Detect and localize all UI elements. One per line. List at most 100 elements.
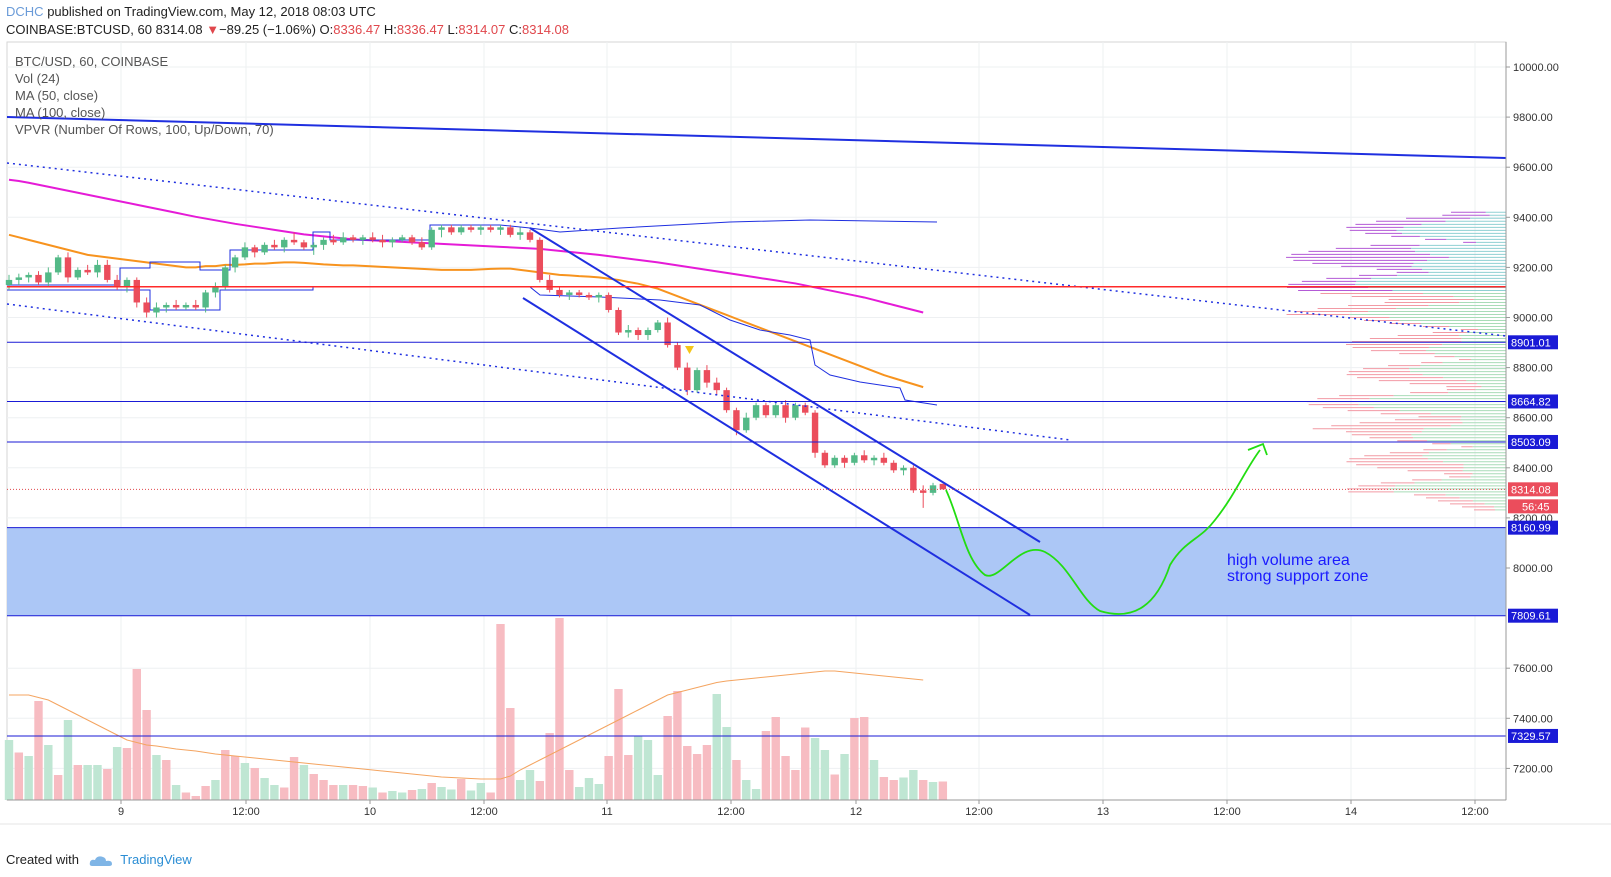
candle-up	[202, 292, 209, 308]
volume-bar	[702, 745, 712, 800]
volume-bar	[506, 708, 515, 800]
volume-bar	[181, 792, 191, 800]
volume-bar	[751, 789, 761, 800]
legend-ma100[interactable]: MA (100, close)	[15, 105, 106, 120]
high-value: 8336.47	[396, 22, 444, 37]
volume-bar	[496, 624, 505, 800]
candle-up	[241, 247, 249, 258]
volume-bar	[810, 738, 820, 800]
candle-down	[762, 405, 770, 416]
volume-bar	[584, 778, 594, 800]
candle-down	[684, 367, 691, 391]
time-tick-label: 11	[601, 806, 612, 818]
volume-bar	[447, 789, 456, 800]
legend-volume[interactable]: Vol (24)	[15, 71, 60, 86]
arrow-head-icon	[1247, 442, 1268, 456]
publish-line: DCHC published on TradingView.com, May 1…	[6, 4, 376, 19]
time-tick-label: 9	[118, 806, 124, 818]
candle-up	[212, 287, 219, 293]
volume-bar	[44, 745, 53, 800]
candle-down	[379, 239, 386, 243]
volume-bar	[142, 710, 151, 800]
close-label: C:	[509, 22, 522, 37]
volume-bar	[624, 755, 633, 800]
candle-down	[821, 452, 829, 466]
candle-down	[487, 227, 494, 230]
volume-bar	[152, 755, 161, 800]
candle-down	[575, 292, 583, 295]
created-with-text: Created with	[6, 852, 79, 867]
volume-bar	[162, 760, 171, 800]
volume-bar	[221, 750, 230, 800]
volume-bar	[112, 747, 122, 800]
candle-up	[182, 304, 190, 308]
price-tick-label: 8800.00	[1513, 363, 1553, 375]
channel-lower-line	[522, 297, 1031, 616]
volume-bar	[270, 785, 279, 800]
candle-down	[802, 405, 809, 413]
level-price-tag-bg	[1508, 520, 1558, 535]
candle-down	[35, 274, 42, 283]
candle-up	[222, 267, 229, 288]
volume-bar	[53, 775, 63, 800]
volume-bar	[525, 770, 535, 800]
candle-down	[84, 269, 91, 273]
candle-up	[772, 405, 779, 416]
time-tick-label: 12:00	[1461, 806, 1489, 818]
volume-bar	[191, 796, 200, 800]
open-value: 8336.47	[333, 22, 381, 37]
annotation-line-2: strong support zone	[1227, 568, 1369, 585]
volume-bar	[515, 780, 525, 800]
volume-bar	[14, 752, 24, 800]
candles	[5, 224, 947, 508]
candle-up	[831, 457, 838, 466]
candle-up	[625, 330, 632, 333]
low-label: L:	[447, 22, 459, 37]
candle-down	[634, 330, 642, 336]
candle-down	[507, 227, 514, 235]
tradingview-link[interactable]: TradingView	[120, 852, 192, 867]
level-price-tag-bg	[1508, 728, 1558, 743]
volume-bar	[329, 785, 338, 800]
volume-bar	[299, 765, 309, 800]
candle-up	[389, 239, 396, 243]
price-tick-label: 9800.00	[1513, 112, 1553, 124]
volume-bar	[466, 790, 476, 800]
volume-bar	[348, 785, 358, 800]
legend-symbol[interactable]: BTC/USD, 60, COINBASE	[15, 54, 169, 69]
volume-bar	[93, 765, 102, 800]
candle-up	[25, 274, 32, 278]
legend-ma50[interactable]: MA (50, close)	[15, 88, 99, 103]
candle-down	[133, 279, 140, 303]
legend-vpvr[interactable]: VPVR (Number Of Rows, 100, Up/Down, 70)	[15, 122, 274, 137]
volume-bar	[742, 780, 751, 800]
candle-up	[153, 307, 160, 313]
volume-bar	[860, 717, 869, 800]
volume-bar	[673, 691, 682, 800]
volume-bar	[574, 787, 584, 800]
candle-down	[143, 302, 150, 313]
volume-bar	[240, 763, 250, 800]
volume-bar	[171, 785, 181, 800]
volume-bar	[909, 770, 918, 800]
volume-bar	[378, 792, 387, 800]
author-link[interactable]: DCHC	[6, 4, 44, 19]
candle-down	[546, 279, 553, 290]
candle-down	[664, 322, 671, 346]
candle-up	[457, 227, 465, 233]
volume-bar	[850, 718, 859, 800]
volume-bar	[201, 786, 210, 800]
volume-bar	[34, 701, 43, 800]
candle-down	[349, 237, 357, 240]
volume-bar	[4, 740, 14, 800]
candle-down	[300, 242, 308, 248]
candle-down	[615, 309, 622, 333]
candle-up	[281, 239, 288, 248]
candle-down	[113, 279, 121, 288]
volume-bars	[4, 618, 948, 800]
candle-up	[477, 227, 485, 230]
candle-down	[713, 382, 720, 391]
volume-bar	[407, 790, 417, 800]
volume-bar	[339, 785, 348, 800]
